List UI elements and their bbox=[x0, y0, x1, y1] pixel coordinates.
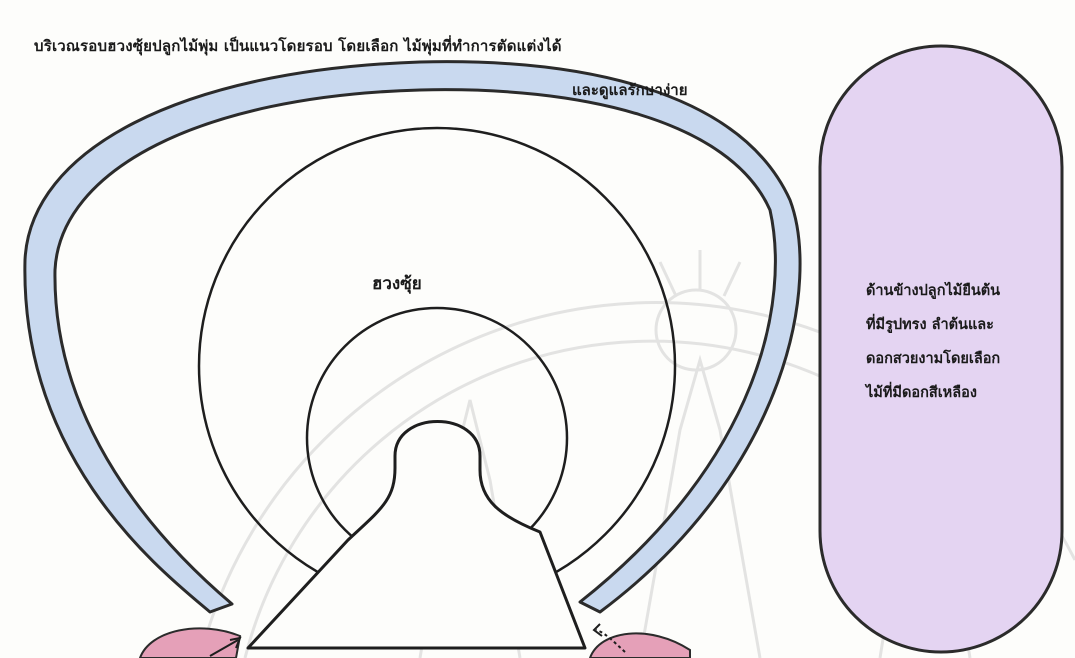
entrance-arrows bbox=[209, 623, 626, 657]
pink-shrub-left bbox=[138, 627, 242, 658]
tomb-label: ฮวงซุ้ย bbox=[372, 274, 422, 294]
tomb-body bbox=[246, 420, 587, 650]
pink-shrub-right bbox=[588, 632, 691, 658]
perimeter-hedge-note-continued: และดูแลรักษาง่าย bbox=[572, 81, 688, 99]
side-flower-bed bbox=[818, 44, 1064, 654]
perimeter-hedge-note: บริเวณรอบฮวงซุ้ยปลูกไม้พุ่ม เป็นแนวโดยรอ… bbox=[34, 37, 562, 55]
side-note-line: ไม้ที่มีดอกสีเหลือง bbox=[866, 385, 977, 401]
side-note-line: ดอกสวยงามโดยเลือก bbox=[866, 351, 1001, 367]
perimeter-hedge bbox=[23, 60, 802, 614]
side-bed-note: ด้านข้างปลูกไม้ยืนต้น ที่มีรูปทรง ลำต้นแ… bbox=[866, 274, 1066, 410]
side-note-line: ด้านข้างปลูกไม้ยืนต้น bbox=[866, 283, 1001, 299]
side-note-line: ที่มีรูปทรง ลำต้นและ bbox=[866, 317, 994, 333]
